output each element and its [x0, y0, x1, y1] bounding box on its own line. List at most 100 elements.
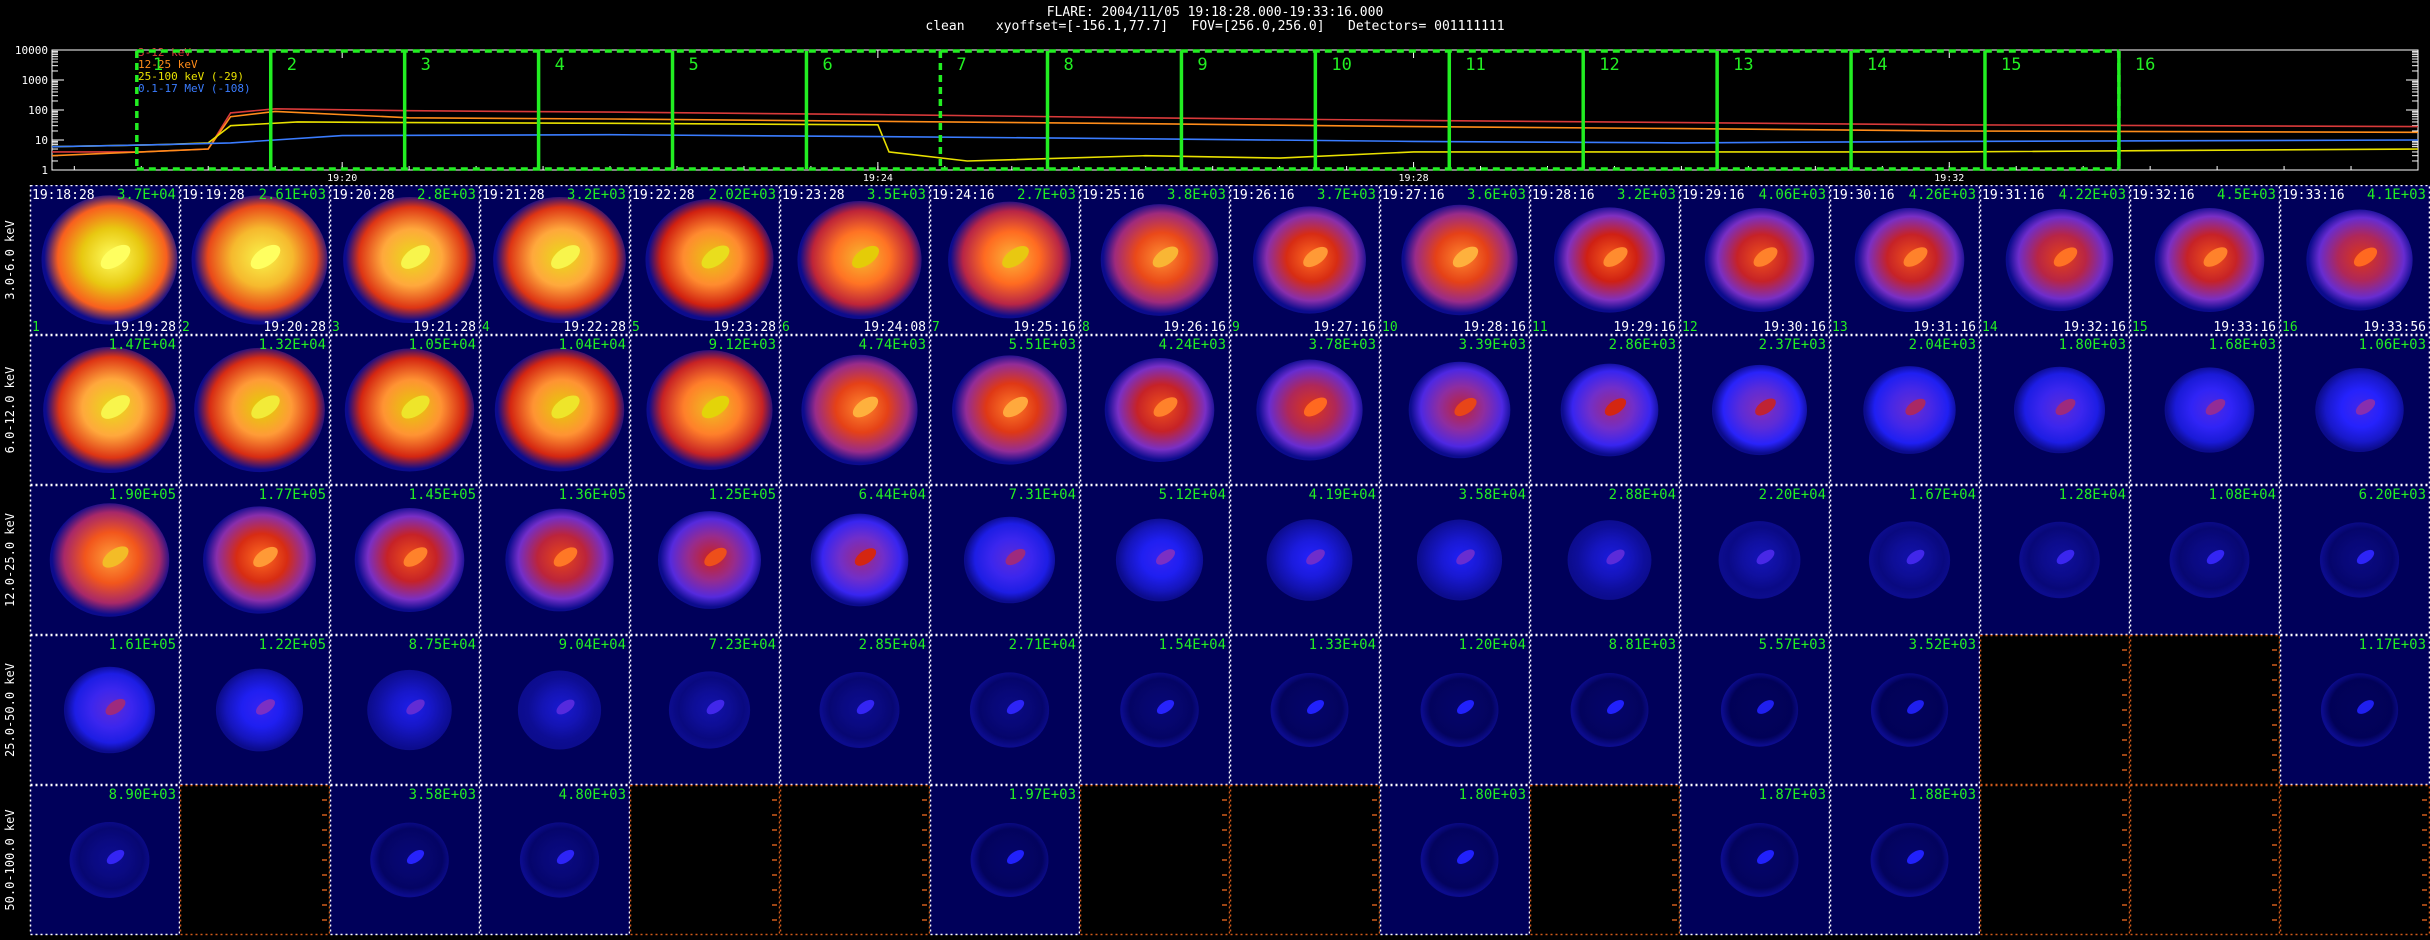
image-border: [1229, 634, 1381, 786]
image-background: [1530, 785, 1680, 935]
image-cell: 3.58E+04: [1379, 484, 1531, 636]
peak-flux-label: 1.33E+04: [1309, 637, 1376, 653]
image-grid: 3.0-6.0 keV 3.7E+04 19:18:28 19:19:28 1 2.61E…: [3, 185, 2430, 936]
lightcurve-plot: 10000100010010119:2019:2419:2819:323-12 …: [15, 44, 2419, 184]
image-border: [1079, 784, 1231, 936]
interval-number: 9: [1197, 55, 1207, 75]
interval-number: 5: [689, 55, 699, 75]
image-cell: [1979, 634, 2131, 786]
peak-flux-label: 2.88E+04: [1609, 487, 1676, 503]
peak-flux-label: 7.23E+04: [709, 637, 776, 653]
source-core: [250, 244, 281, 270]
image-border: [1679, 185, 1831, 336]
start-time-label: 19:30:16: [1832, 188, 1895, 203]
image-border: [1829, 484, 1981, 636]
image-border: [29, 185, 181, 336]
peak-flux-label: 5.12E+04: [1159, 487, 1226, 503]
peak-flux-label: 1.06E+03: [2359, 337, 2426, 353]
peak-flux-label: 2.7E+03: [1017, 187, 1076, 203]
peak-flux-label: 4.22E+03: [2059, 187, 2126, 203]
image-cell: 2.88E+04: [1529, 484, 1681, 636]
y-tick-label: 1: [41, 164, 48, 177]
peak-flux-label: 4.1E+03: [2367, 187, 2426, 203]
image-border: [1379, 634, 1531, 786]
end-time-label: 19:23:28: [713, 320, 776, 335]
image-border: [2129, 634, 2281, 786]
image-border: [1379, 334, 1531, 486]
peak-flux-label: 3.8E+03: [1167, 187, 1226, 203]
source-core: [102, 546, 129, 568]
image-cell: 9.04E+04: [479, 634, 631, 786]
image-cell: 1.90E+05: [29, 484, 181, 636]
image-border: [779, 334, 931, 486]
image-cell: 6.20E+03: [2279, 484, 2430, 636]
peak-flux-label: 4.26E+03: [1909, 187, 1976, 203]
source-core: [852, 396, 879, 418]
image-border: [1229, 185, 1381, 336]
source-core: [1606, 549, 1625, 565]
peak-flux-label: 9.12E+03: [709, 337, 776, 353]
image-border: [1229, 334, 1381, 486]
interval-number-label: 10: [1382, 320, 1398, 335]
image-border: [1829, 185, 1981, 336]
image-cell: [2129, 634, 2281, 786]
image-border: [1079, 484, 1231, 636]
peak-flux-label: 4.24E+03: [1159, 337, 1226, 353]
image-cell: 3.52E+03: [1829, 634, 1981, 786]
image-border: [1529, 334, 1681, 486]
image-cell: 1.87E+03: [1679, 784, 1831, 936]
image-border: [1229, 484, 1381, 636]
peak-flux-label: 6.44E+04: [859, 487, 926, 503]
image-cell: 4.19E+04: [1229, 484, 1381, 636]
peak-flux-label: 3.6E+03: [1467, 187, 1526, 203]
image-cell: 2.02E+03 19:22:28 19:23:28 5: [629, 185, 781, 336]
source-core: [551, 395, 580, 419]
flare-title: FLARE: 2004/11/05 19:18:28.000-19:33:16.…: [1046, 5, 1384, 20]
interval-number-label: 13: [1832, 320, 1848, 335]
peak-flux-label: 1.25E+05: [709, 487, 776, 503]
series-line-3: [51, 121, 2419, 162]
peak-flux-label: 1.17E+03: [2359, 637, 2426, 653]
image-border: [1379, 185, 1531, 336]
peak-flux-label: 1.04E+04: [559, 337, 626, 353]
image-border: [29, 334, 181, 486]
image-border: [1379, 784, 1531, 936]
image-border: [1679, 484, 1831, 636]
image-cell: 4.22E+03 19:31:16 19:32:16 14: [1979, 185, 2131, 336]
interval-number-label: 16: [2282, 320, 2298, 335]
start-time-label: 19:22:28: [632, 188, 695, 203]
end-time-label: 19:21:28: [413, 320, 476, 335]
series-line-1: [52, 107, 2419, 153]
source-core: [403, 547, 428, 567]
image-border: [479, 185, 631, 336]
image-border: [629, 334, 781, 486]
image-cell: 2.37E+03: [1679, 334, 1831, 486]
source-core: [551, 245, 580, 269]
peak-flux-label: 1.22E+05: [259, 637, 326, 653]
source-core: [1307, 700, 1324, 714]
source-core: [105, 698, 126, 716]
source-core: [2353, 247, 2378, 267]
image-border: [329, 634, 481, 786]
image-cell: [1979, 784, 2131, 936]
image-border: [1829, 634, 1981, 786]
source-core: [1306, 549, 1325, 565]
image-cell: 5.57E+03: [1679, 634, 1831, 786]
image-border: [2279, 185, 2430, 336]
image-cell: 4.5E+03 19:32:16 19:33:16 15: [2129, 185, 2281, 336]
source-core: [1757, 850, 1774, 864]
image-cell: 3.2E+03 19:21:28 19:22:28 4: [479, 185, 631, 336]
image-border: [179, 185, 331, 336]
image-border: [1979, 784, 2131, 936]
image-cell: 7.31E+04: [929, 484, 1081, 636]
image-cell: [1229, 784, 1381, 936]
end-time-label: 19:33:16: [2213, 320, 2276, 335]
start-time-label: 19:29:16: [1682, 188, 1745, 203]
source-core: [256, 699, 275, 715]
image-cell: 9.12E+03: [629, 334, 781, 486]
image-border: [1079, 185, 1231, 336]
peak-flux-label: 1.97E+03: [1009, 787, 1076, 803]
peak-flux-label: 8.75E+04: [409, 637, 476, 653]
source-core: [253, 546, 278, 568]
end-time-label: 19:24:08: [863, 320, 926, 335]
